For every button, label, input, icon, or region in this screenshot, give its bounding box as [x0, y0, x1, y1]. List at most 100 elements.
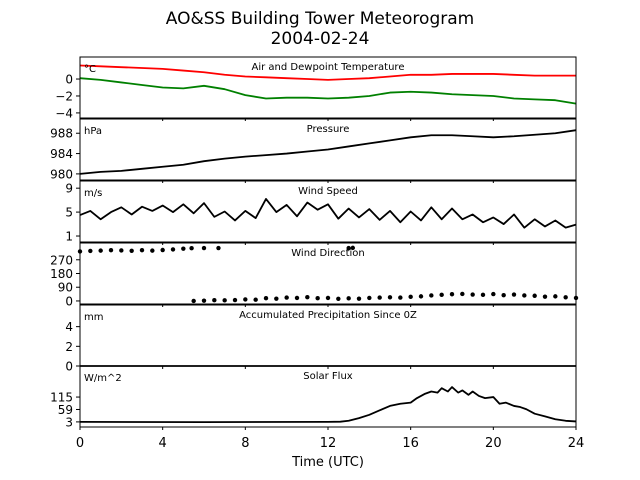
- data-point: [201, 245, 207, 251]
- data-point: [367, 295, 372, 301]
- y-tick-label: 5: [65, 206, 73, 220]
- data-point: [88, 248, 93, 254]
- data-point: [325, 295, 331, 301]
- x-tick-label: 12: [320, 436, 337, 451]
- data-point: [294, 295, 300, 301]
- y-tick-label: 980: [50, 167, 73, 181]
- series-line-0: [79, 129, 577, 175]
- series-1: [191, 291, 579, 304]
- y-tick-label: 3: [65, 415, 73, 429]
- data-point: [129, 248, 134, 253]
- x-tick-label: 4: [159, 436, 167, 451]
- data-point: [346, 245, 351, 251]
- x-tick-label: 20: [485, 436, 502, 451]
- data-point: [263, 296, 269, 301]
- panel-1: 980 984 988 hPa Pressure: [50, 118, 577, 183]
- data-point: [480, 292, 486, 298]
- data-point: [501, 292, 506, 298]
- data-point: [429, 293, 434, 298]
- data-point: [216, 245, 221, 251]
- y-tick-label: −4: [55, 106, 73, 120]
- panel-title: Wind Speed: [298, 186, 358, 197]
- data-point: [274, 296, 279, 301]
- panel-title: Pressure: [307, 124, 350, 135]
- data-point: [191, 298, 196, 304]
- series-line-0: [79, 386, 577, 424]
- y-tick-label: 1: [65, 230, 73, 244]
- data-point: [418, 294, 424, 299]
- data-point: [553, 294, 558, 299]
- data-point: [253, 297, 258, 302]
- data-point: [139, 247, 145, 253]
- data-point: [212, 297, 217, 303]
- data-point: [460, 291, 465, 297]
- data-point: [449, 292, 455, 297]
- panel-unit: mm: [84, 312, 103, 323]
- panel-2: 1 5 9 m/s Wind Speed: [65, 180, 577, 245]
- data-point: [350, 245, 355, 251]
- data-point: [522, 293, 527, 298]
- data-point: [346, 296, 351, 301]
- data-point: [119, 248, 124, 253]
- y-tick-label: 90: [58, 281, 73, 295]
- y-tick-label: 4: [65, 320, 73, 334]
- data-point: [542, 294, 548, 299]
- panel-unit: W/m^2: [84, 373, 122, 384]
- panel-title: Accumulated Precipitation Since 0Z: [239, 310, 417, 321]
- series-line-0: [79, 198, 577, 229]
- series-line-1: [79, 77, 577, 105]
- data-point: [398, 295, 403, 300]
- data-point: [305, 294, 310, 300]
- data-point: [201, 298, 207, 303]
- panels: 0−2−4°C Air and Dewpoint Temperature98098…: [50, 56, 579, 430]
- x-tick-label: 0: [76, 436, 84, 451]
- data-point: [170, 247, 176, 252]
- data-point: [232, 297, 238, 303]
- x-tick-label: 16: [402, 436, 419, 451]
- y-tick-label: 988: [50, 127, 73, 141]
- data-point: [511, 292, 517, 297]
- panel-0: 0 −2 −4 °C Air and Dewpoint Temperature: [55, 56, 577, 121]
- data-point: [150, 248, 155, 253]
- x-tick-label: 8: [241, 436, 249, 451]
- y-tick-label: 9: [65, 182, 73, 196]
- series-0: [77, 245, 355, 254]
- data-point: [356, 296, 362, 301]
- data-point: [181, 246, 186, 251]
- data-point: [336, 296, 341, 302]
- x-axis: 0 4 8 12 16 20 24: [76, 436, 584, 451]
- figure-title: AO&SS Building Tower Meteorogram: [166, 9, 474, 29]
- data-point: [315, 296, 320, 301]
- data-point: [377, 295, 382, 300]
- panel-title: Wind Direction: [291, 248, 365, 259]
- data-point: [243, 297, 248, 302]
- data-point: [563, 295, 568, 300]
- y-tick-label: 59: [58, 403, 73, 417]
- y-tick-label: 270: [50, 253, 73, 267]
- x-axis-label: Time (UTC): [291, 455, 364, 470]
- y-tick-label: 115: [50, 391, 73, 405]
- panel-title: Solar Flux: [303, 371, 353, 382]
- y-tick-label: 2: [65, 340, 73, 354]
- panel-unit: °C: [84, 64, 96, 75]
- data-point: [491, 291, 496, 297]
- data-point: [189, 245, 194, 251]
- data-point: [408, 294, 413, 300]
- data-point: [439, 292, 444, 298]
- panel-unit: hPa: [84, 126, 102, 137]
- y-tick-label: 984: [50, 147, 73, 161]
- y-tick-label: 0: [65, 294, 73, 308]
- data-point: [98, 248, 103, 253]
- y-tick-label: −2: [55, 89, 73, 103]
- data-point: [222, 298, 227, 303]
- data-point: [387, 295, 393, 300]
- panel-unit: m/s: [84, 188, 102, 199]
- y-tick-label: 0: [65, 73, 73, 87]
- data-point: [470, 292, 475, 297]
- figure-date: 2004-02-24: [271, 29, 370, 49]
- panel-title: Air and Dewpoint Temperature: [252, 62, 405, 73]
- x-tick-label: 24: [568, 436, 585, 451]
